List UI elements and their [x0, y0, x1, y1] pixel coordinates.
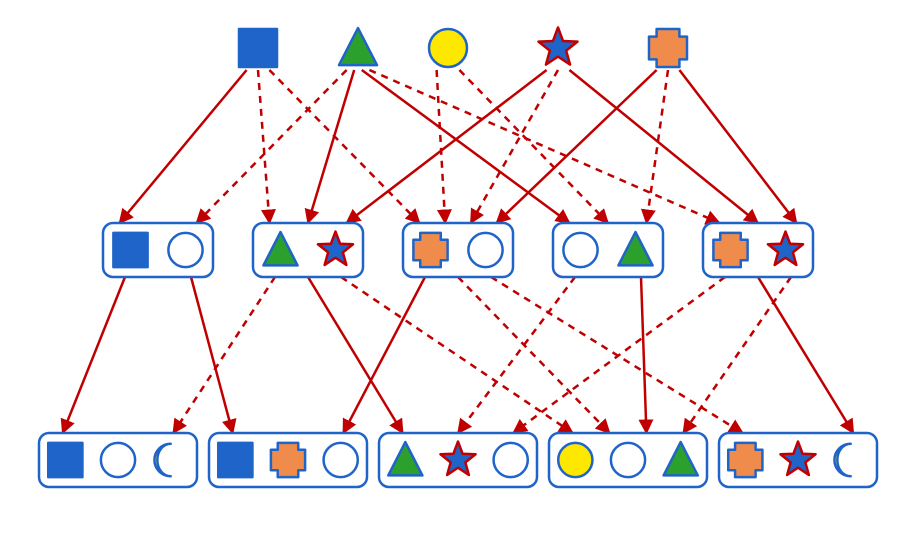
- square-icon: [239, 29, 277, 67]
- mid-row: [103, 223, 813, 277]
- edge: [683, 277, 791, 433]
- triangle-icon: [339, 28, 377, 65]
- edge: [258, 70, 270, 223]
- edge: [497, 70, 657, 223]
- circle-icon: [168, 233, 202, 267]
- edge: [458, 277, 575, 433]
- edge: [341, 277, 573, 433]
- edge: [491, 277, 743, 433]
- edge: [569, 70, 758, 223]
- edge: [347, 70, 547, 223]
- circle-icon: [611, 443, 645, 477]
- edge: [120, 70, 247, 223]
- edge: [191, 277, 233, 433]
- circle-icon: [494, 443, 528, 477]
- edge: [308, 70, 354, 223]
- edge: [641, 277, 646, 433]
- circle-icon: [558, 443, 592, 477]
- edge: [269, 70, 419, 223]
- circle-icon: [429, 29, 467, 67]
- top-row: [239, 27, 687, 67]
- edge: [513, 277, 725, 433]
- edge: [758, 277, 853, 433]
- diagram-canvas: [0, 0, 922, 543]
- bottom-row: [39, 433, 877, 487]
- star-icon: [538, 27, 577, 64]
- edge: [63, 277, 125, 433]
- circle-icon: [563, 233, 597, 267]
- edge: [459, 70, 608, 223]
- edge: [362, 70, 570, 223]
- square-icon: [48, 443, 82, 477]
- square-icon: [218, 443, 252, 477]
- square-icon: [113, 233, 147, 267]
- edge: [173, 277, 275, 433]
- circle-icon: [468, 233, 502, 267]
- edge: [197, 70, 347, 223]
- circle-icon: [101, 443, 135, 477]
- edge: [471, 70, 558, 223]
- edge: [679, 70, 796, 223]
- circle-icon: [324, 443, 358, 477]
- plus-icon: [649, 29, 687, 67]
- edge: [437, 70, 446, 223]
- edge: [458, 277, 610, 433]
